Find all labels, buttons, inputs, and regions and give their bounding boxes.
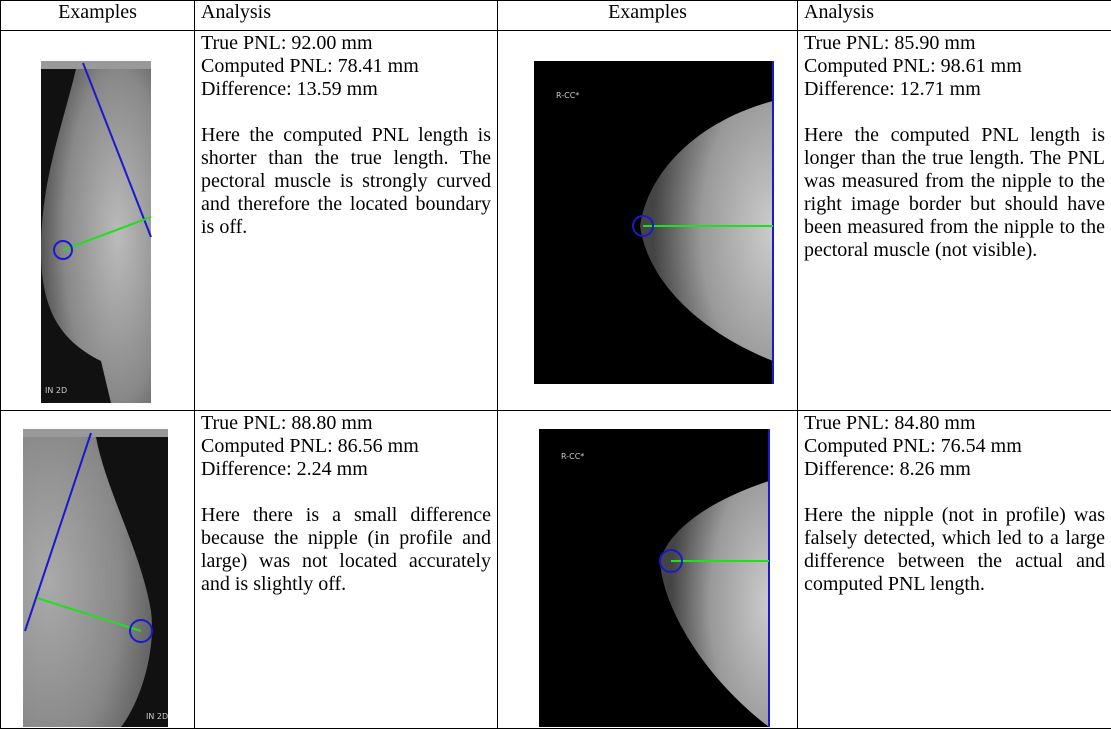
difference: Difference: 2.24 mm — [201, 458, 491, 481]
analysis-cell: True PNL: 88.80 mm Computed PNL: 86.56 m… — [195, 411, 498, 729]
computed-pnl: Computed PNL: 78.41 mm — [201, 55, 491, 78]
computed-pnl: Computed PNL: 86.56 mm — [201, 435, 491, 458]
row: IN 2D True PNL: 92.00 mm Computed PNL: 7… — [1, 31, 1111, 411]
mammogram: R-CC* — [498, 411, 796, 727]
image-label: R-CC* — [556, 91, 579, 100]
example-cell: R-CC* — [498, 31, 798, 411]
header-row: Examples Analysis Examples Analysis — [1, 1, 1111, 31]
analysis-text: Here the nipple (not in profile) was fal… — [804, 504, 1105, 596]
analysis-text: Here there is a small difference because… — [201, 504, 491, 596]
header-cell: Analysis — [798, 1, 1111, 31]
difference: Difference: 13.59 mm — [201, 78, 491, 101]
image-label: IN 2D — [45, 386, 67, 395]
true-pnl: True PNL: 85.90 mm — [804, 32, 1105, 55]
image-label: IN 2D — [146, 712, 168, 721]
header-cell: Examples — [498, 1, 798, 31]
example-cell: IN 2D — [1, 411, 195, 729]
example-cell: IN 2D — [1, 31, 195, 411]
analysis-cell: True PNL: 84.80 mm Computed PNL: 76.54 m… — [798, 411, 1111, 729]
results-table: Examples Analysis Examples Analysis IN 2… — [0, 0, 1111, 729]
difference: Difference: 8.26 mm — [804, 458, 1105, 481]
row: IN 2D True PNL: 88.80 mm Computed PNL: 8… — [1, 411, 1111, 729]
true-pnl: True PNL: 84.80 mm — [804, 412, 1105, 435]
computed-pnl: Computed PNL: 76.54 mm — [804, 435, 1105, 458]
image-label: R-CC* — [561, 452, 584, 461]
analysis-cell: True PNL: 85.90 mm Computed PNL: 98.61 m… — [798, 31, 1111, 411]
true-pnl: True PNL: 92.00 mm — [201, 32, 491, 55]
header-cell: Examples — [1, 1, 195, 31]
mammogram: IN 2D — [1, 31, 193, 409]
header-cell: Analysis — [195, 1, 498, 31]
computed-pnl: Computed PNL: 98.61 mm — [804, 55, 1105, 78]
analysis-text: Here the computed PNL length is longer t… — [804, 124, 1105, 262]
mammogram: R-CC* — [498, 31, 796, 409]
true-pnl: True PNL: 88.80 mm — [201, 412, 491, 435]
analysis-cell: True PNL: 92.00 mm Computed PNL: 78.41 m… — [195, 31, 498, 411]
analysis-text: Here the computed PNL length is shorter … — [201, 124, 491, 239]
difference: Difference: 12.71 mm — [804, 78, 1105, 101]
mammogram: IN 2D — [1, 411, 193, 727]
example-cell: R-CC* — [498, 411, 798, 729]
